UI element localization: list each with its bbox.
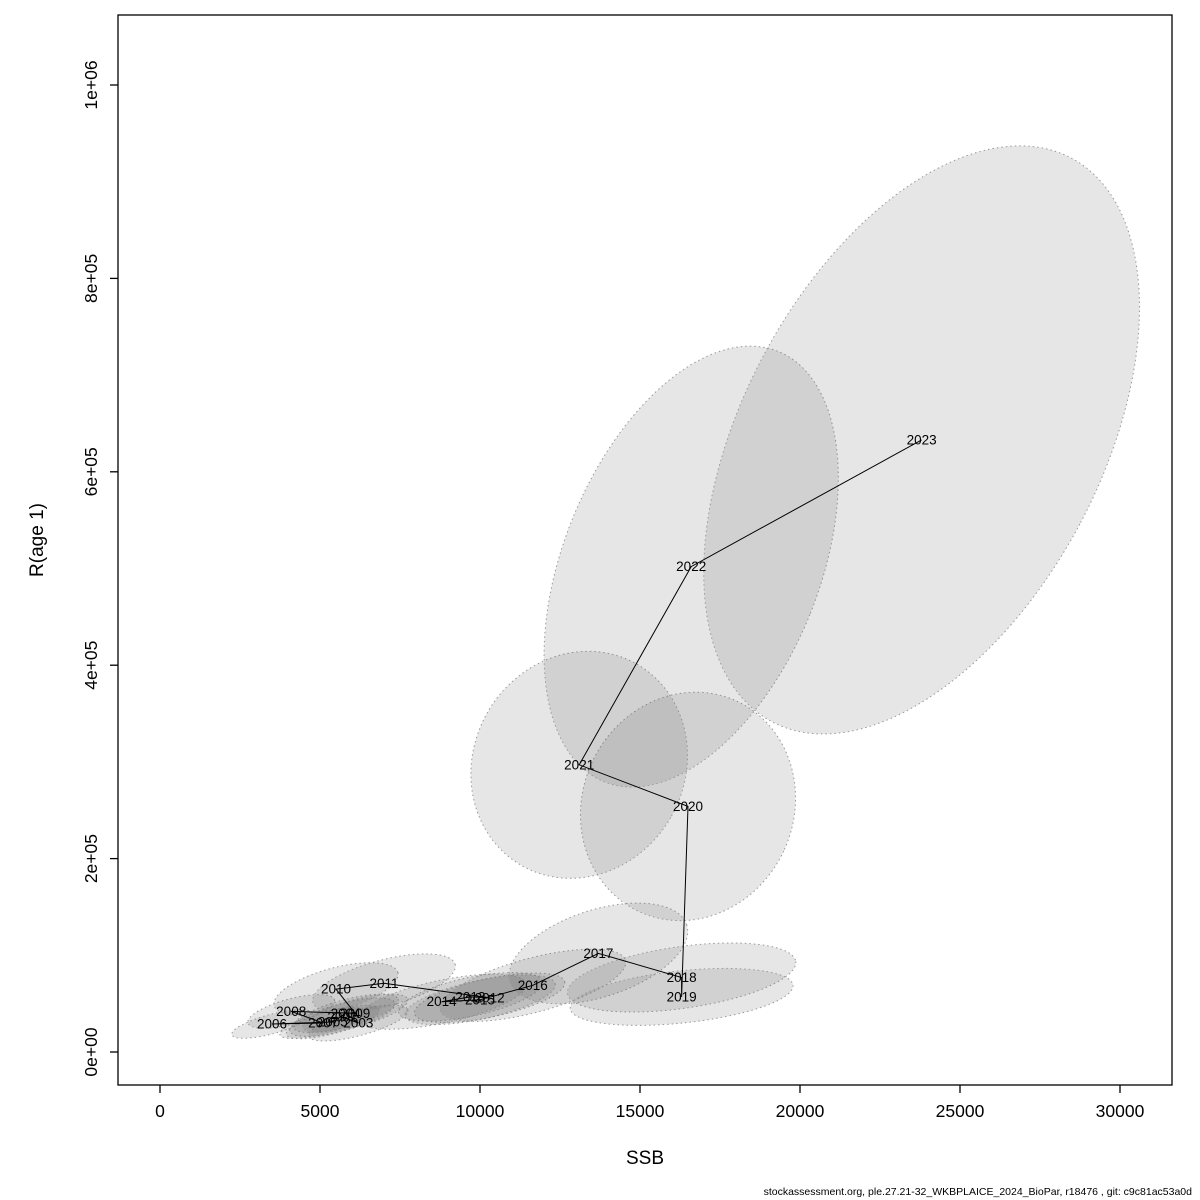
footer-citation: stockassessment.org, ple.27.21-32_WKBPLA… [763, 1186, 1192, 1198]
x-axis-title: SSB [625, 1148, 665, 1169]
confidence-ellipses [231, 145, 1140, 1042]
year-label-2014: 2014 [427, 994, 458, 1009]
year-label-2007: 2007 [308, 1016, 338, 1031]
year-label-2004: 2004 [331, 1006, 362, 1021]
plot-border [117, 14, 1173, 1086]
year-label-2010: 2010 [321, 982, 351, 997]
x-tick-label: 15000 [616, 1101, 665, 1121]
year-label-2003: 2003 [343, 1016, 373, 1031]
year-label-2022: 2022 [676, 559, 706, 574]
x-tick-label: 20000 [776, 1101, 825, 1121]
x-tick-label: 30000 [1096, 1101, 1145, 1121]
x-tick-label: 0 [155, 1101, 165, 1121]
year-label-2020: 2020 [673, 799, 703, 814]
year-label-2013: 2013 [455, 989, 485, 1004]
y-axis-title: R(age 1) [27, 503, 48, 577]
year-label-2005: 2005 [318, 1015, 348, 1030]
x-tick-label: 10000 [456, 1101, 505, 1121]
year-label-2006: 2006 [257, 1017, 287, 1032]
year-label-2009: 2009 [340, 1006, 370, 1021]
recruitment-trajectory-line [271, 439, 922, 1025]
year-label-2018: 2018 [667, 970, 697, 985]
year-label-2008: 2008 [276, 1004, 306, 1019]
y-tick-label: 6e+05 [81, 447, 101, 496]
year-label-2015: 2015 [465, 992, 495, 1007]
y-tick-label: 1e+06 [81, 60, 101, 109]
x-tick-label: 5000 [301, 1101, 340, 1121]
y-axis: 0e+00 2e+05 4e+05 6e+05 8e+05 1e+06 [81, 60, 118, 1077]
year-label-2012: 2012 [475, 990, 505, 1005]
year-label-2002: 2002 [327, 1010, 357, 1025]
year-label-2021: 2021 [564, 757, 594, 772]
x-axis: 0 5000 10000 15000 20000 25000 30000 [155, 1085, 1145, 1121]
year-label-2017: 2017 [583, 946, 613, 961]
year-label-2023: 2023 [907, 432, 937, 447]
year-label-2019: 2019 [667, 989, 697, 1004]
x-tick-label: 25000 [936, 1101, 985, 1121]
y-tick-label: 8e+05 [81, 254, 101, 303]
year-label-2016: 2016 [518, 978, 548, 993]
year-label-2011: 2011 [369, 976, 398, 991]
y-tick-label: 0e+00 [81, 1027, 101, 1076]
y-tick-label: 2e+05 [81, 834, 101, 883]
y-tick-label: 4e+05 [81, 641, 101, 690]
